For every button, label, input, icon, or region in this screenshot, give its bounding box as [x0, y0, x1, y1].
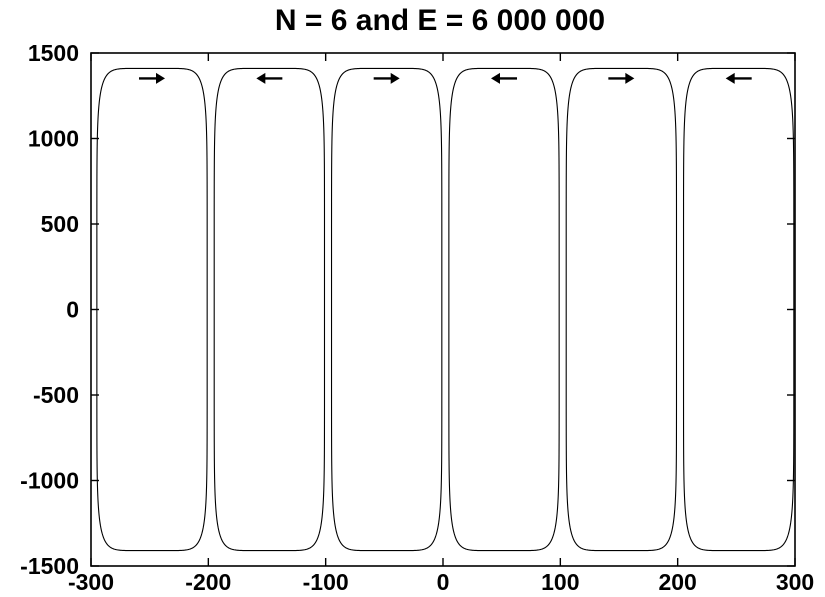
x-tick-label: -200 — [185, 569, 231, 595]
x-tick-label: 100 — [541, 569, 579, 595]
y-tick-label: -1000 — [20, 468, 79, 494]
orbit-3 — [330, 67, 443, 552]
direction-arrows — [139, 72, 752, 84]
plot-frame — [90, 52, 796, 567]
arrow-right — [373, 72, 400, 84]
y-tick-label: 1500 — [28, 40, 79, 66]
x-tick-label: 0 — [437, 569, 450, 595]
arrow-left — [256, 72, 283, 84]
orbit-2 — [213, 67, 326, 552]
chart-title: N = 6 and E = 6 000 000 — [275, 4, 605, 37]
arrow-right — [139, 72, 166, 84]
y-tick-label: -500 — [33, 382, 79, 408]
x-tick-label: 300 — [776, 569, 814, 595]
y-axis-tick-labels: -1500 -1000 -500 0 500 1000 1500 — [20, 40, 79, 579]
x-tick-label: 200 — [658, 569, 696, 595]
orbit-curves — [96, 67, 795, 552]
y-tick-label: -1500 — [20, 553, 79, 579]
arrow-left — [491, 72, 518, 84]
axis-ticks — [90, 52, 796, 567]
arrow-right — [608, 72, 635, 84]
x-tick-label: -300 — [68, 569, 114, 595]
orbit-4 — [448, 67, 560, 552]
y-tick-label: 0 — [66, 297, 79, 323]
orbit-1 — [96, 67, 208, 552]
orbit-5 — [565, 67, 678, 552]
x-tick-label: -100 — [303, 569, 349, 595]
x-axis-tick-labels: -300 -200 -100 0 100 200 300 — [68, 569, 814, 595]
arrow-left — [725, 72, 752, 84]
y-tick-label: 1000 — [28, 126, 79, 152]
y-tick-label: 500 — [41, 211, 79, 237]
orbit-6 — [682, 67, 795, 552]
